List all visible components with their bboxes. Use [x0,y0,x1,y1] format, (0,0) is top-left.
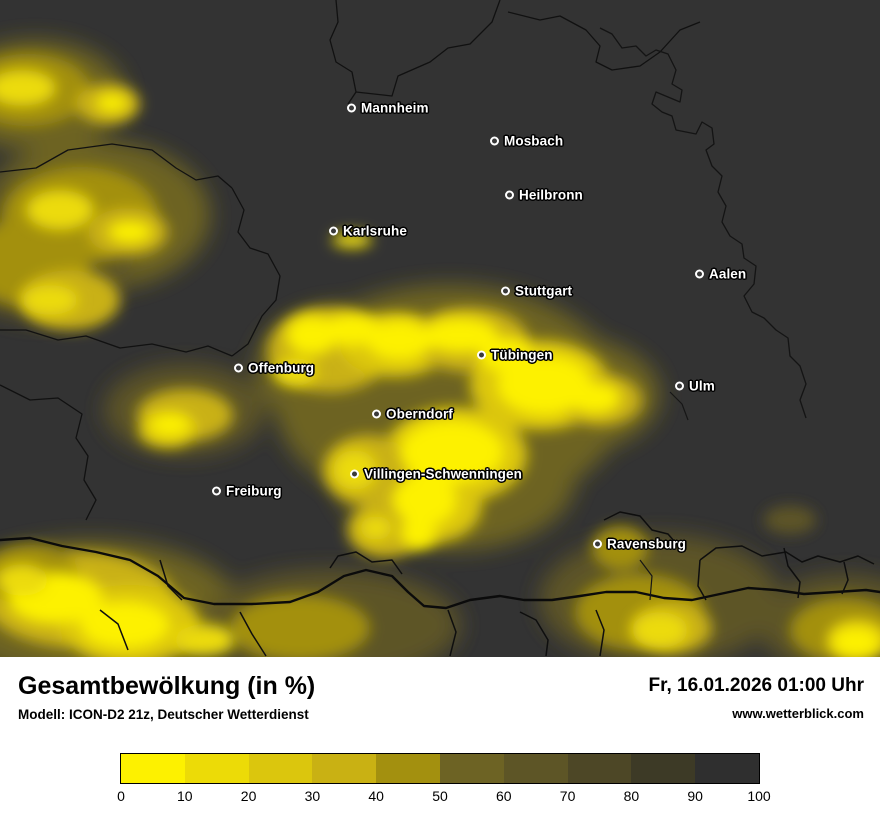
city-marker-icon [695,269,704,279]
city-marker-icon [505,190,514,200]
city-label: Oberndorf [386,406,453,422]
colorbar-tick-20: 20 [240,788,257,804]
city-marker-icon [593,539,602,549]
colorbar-swatch-80-90 [631,754,696,783]
page-title: Gesamtbewölkung (in %) [18,672,316,700]
colorbar-tick-40: 40 [368,788,384,804]
cloud-cover-map[interactable]: Mannheim Mosbach Heilbronn Karlsruhe Aal… [0,0,880,657]
city-label: Ravensburg [607,536,687,552]
city-label: Aalen [709,266,747,282]
eastern-border-line [599,27,807,419]
site-url-label: www.wetterblick.com [732,706,864,721]
city-label: Freiburg [226,483,282,499]
colorbar-swatch-60-70 [503,754,568,783]
model-subtitle: Modell: ICON-D2 21z, Deutscher Wetterdie… [18,707,309,723]
footer-panel: Gesamtbewölkung (in %) Modell: ICON-D2 2… [0,657,880,830]
city-villingen-schwenningen[interactable]: Villingen-Schwenningen [350,467,522,482]
valid-time-label: Fr, 16.01.2026 01:00 Uhr [648,675,864,696]
city-label: Ulm [689,378,715,394]
colorbar-swatch-10-20 [184,754,249,783]
colorbar-tick-10: 10 [177,788,193,804]
colorbar-tick-90: 90 [687,788,703,804]
colorbar-tick-0: 0 [117,788,125,804]
city-label: Heilbronn [519,187,583,203]
city-marker-icon [490,136,499,146]
city-aalen[interactable]: Aalen [695,267,746,282]
river-lines [639,391,689,601]
city-label: Tübingen [491,347,553,363]
city-marker-icon [350,469,359,479]
colorbar-legend: 0 10 20 30 40 50 60 70 80 90 100 [0,753,880,810]
cloud-field-core [0,70,880,657]
city-marker-icon [477,350,486,360]
colorbar-swatch-20-30 [248,754,313,783]
city-marker-icon [329,226,338,236]
city-ulm[interactable]: Ulm [675,379,715,394]
city-offenburg[interactable]: Offenburg [234,361,314,376]
city-karlsruhe[interactable]: Karlsruhe [329,224,407,239]
city-label: Stuttgart [515,283,573,299]
city-heilbronn[interactable]: Heilbronn [505,188,583,203]
city-ravensburg[interactable]: Ravensburg [593,537,686,552]
city-label: Karlsruhe [343,223,407,239]
colorbar-swatch-90-100 [695,754,759,783]
colorbar-tick-50: 50 [432,788,448,804]
city-mosbach[interactable]: Mosbach [490,134,563,149]
city-label: Villingen-Schwenningen [364,466,522,482]
city-marker-icon [234,363,243,373]
lake-and-district-lines [99,511,875,657]
city-tuebingen[interactable]: Tübingen [477,348,553,363]
city-marker-icon [347,103,356,113]
city-stuttgart[interactable]: Stuttgart [501,284,572,299]
city-marker-icon [675,381,684,391]
colorbar-tick-80: 80 [623,788,640,804]
title-block: Gesamtbewölkung (in %) Modell: ICON-D2 2… [18,672,316,723]
colorbar-gradient [120,753,760,784]
colorbar-swatch-70-80 [567,754,632,783]
map-raster-layer [0,0,880,657]
city-oberndorf[interactable]: Oberndorf [372,407,453,422]
colorbar-swatch-30-40 [312,754,377,783]
colorbar-tick-70: 70 [559,788,576,804]
city-label: Mannheim [361,100,429,116]
city-marker-icon [372,409,381,419]
city-marker-icon [501,286,510,296]
city-marker-icon [212,486,221,496]
city-label: Offenburg [248,360,315,376]
city-mannheim[interactable]: Mannheim [347,101,429,116]
colorbar-swatch-50-60 [439,754,504,783]
colorbar-tick-labels: 0 10 20 30 40 50 60 70 80 90 100 [117,784,771,810]
state-border-lines [0,0,701,521]
colorbar-swatch-0-10 [121,754,185,783]
city-freiburg[interactable]: Freiburg [212,484,282,499]
meta-block: Fr, 16.01.2026 01:00 Uhr www.wetterblick… [649,675,864,721]
city-label: Mosbach [504,133,564,149]
colorbar-tick-100: 100 [747,788,771,804]
colorbar-tick-60: 60 [496,788,512,804]
colorbar-tick-30: 30 [304,788,321,804]
colorbar-swatch-40-50 [376,754,440,783]
